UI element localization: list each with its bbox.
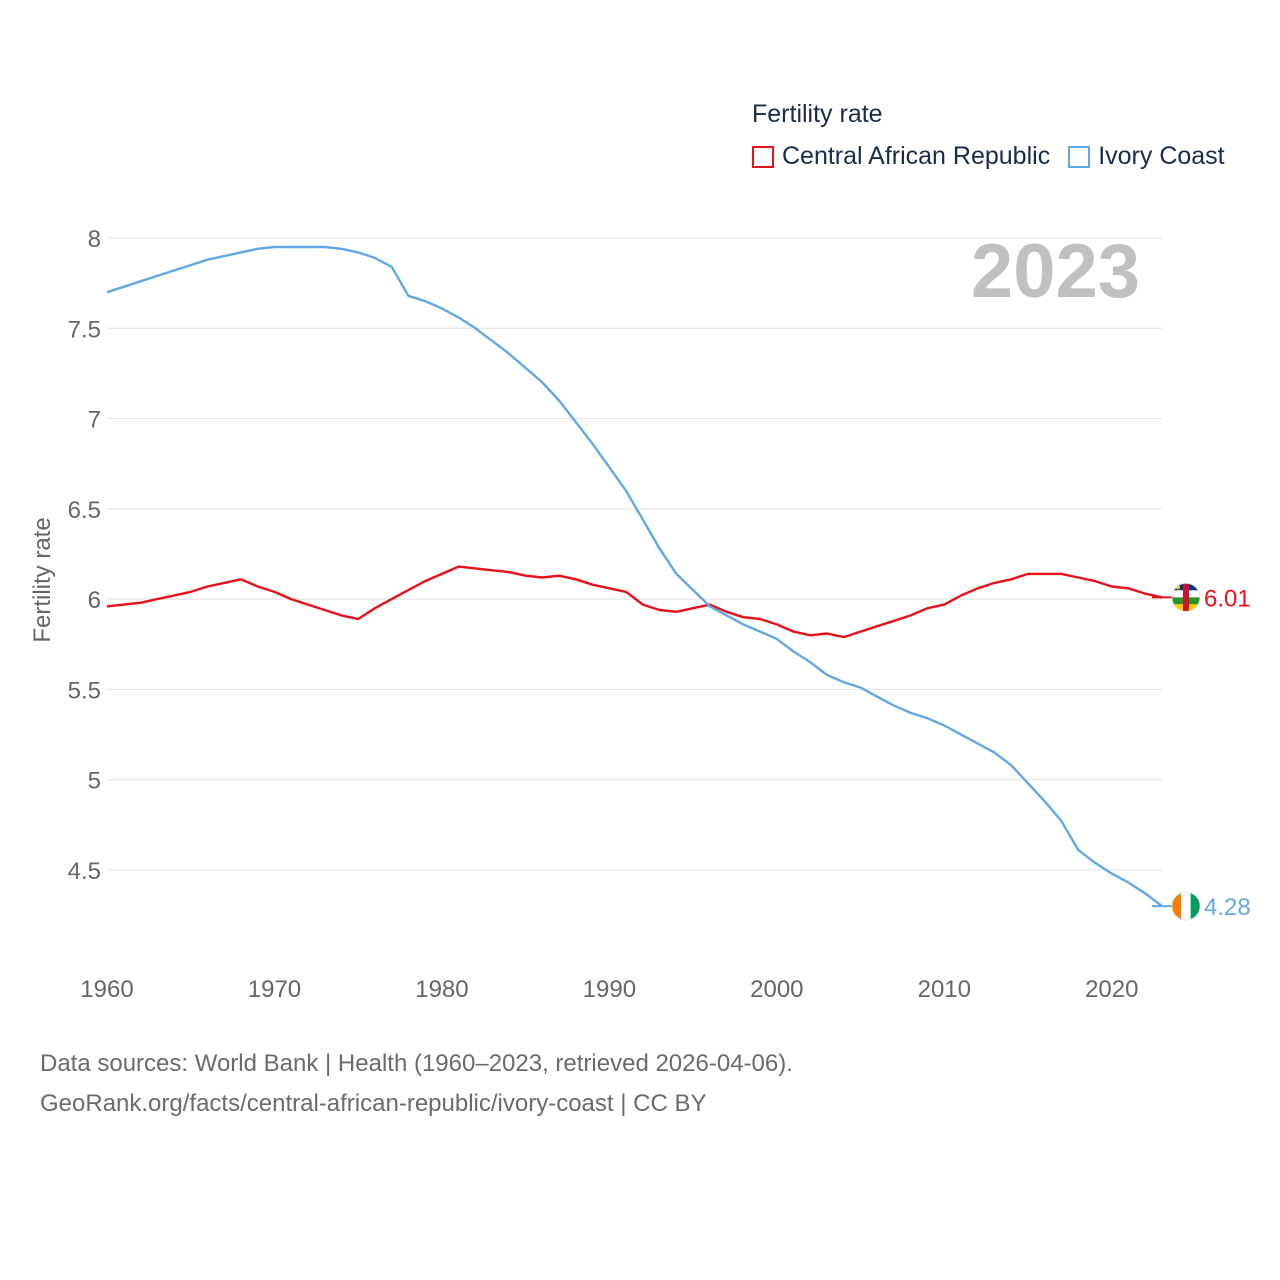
y-axis-ticks: 4.5 5 5.5 6 6.5 7 7.5 8 (68, 226, 101, 885)
legend: Central African Republic Ivory Coast (752, 142, 1243, 171)
source-line-2[interactable]: GeoRank.org/facts/central-african-republ… (40, 1090, 707, 1117)
x-tick-label: 1960 (80, 976, 133, 1003)
y-tick-label: 5 (88, 768, 101, 795)
y-axis-label: Fertility rate (29, 517, 56, 642)
x-tick-label: 2000 (750, 976, 803, 1003)
y-tick-label: 7.5 (68, 316, 101, 343)
x-tick-label: 1990 (583, 976, 636, 1003)
end-markers: 6.01 4.28 (1152, 582, 1251, 921)
y-tick-label: 6.5 (68, 497, 101, 524)
end-value-label-ivory-coast: 4.28 (1204, 894, 1251, 921)
x-tick-label: 1980 (415, 976, 468, 1003)
end-value-label-central-african-republic: 6.01 (1204, 585, 1251, 612)
series-lines (106, 245, 1163, 908)
source-line-1: Data sources: World Bank | Health (1960–… (40, 1050, 793, 1077)
series-line-central-african-republic (106, 565, 1163, 639)
legend-swatch-ivory-coast (1068, 145, 1091, 168)
ivory-coast-flag-icon (1171, 891, 1201, 921)
series-line-ivory-coast (106, 245, 1163, 908)
source-attribution: Data sources: World Bank | Health (1960–… (40, 1044, 793, 1124)
y-tick-label: 5.5 (68, 677, 101, 704)
grid-lines (107, 237, 1162, 871)
x-tick-label: 2010 (918, 976, 971, 1003)
legend-swatch-central-african-republic (752, 145, 774, 168)
y-tick-label: 6 (88, 587, 101, 614)
legend-item-ivory-coast[interactable]: Ivory Coast (1068, 142, 1225, 171)
x-tick-label: 2020 (1085, 976, 1138, 1003)
legend-item-central-african-republic[interactable]: Central African Republic (752, 142, 1050, 171)
x-tick-label: 1970 (248, 976, 301, 1003)
y-tick-label: 4.5 (68, 858, 101, 885)
legend-title: Fertility rate (752, 100, 883, 128)
x-axis-ticks: 1960 1970 1980 1990 2000 2010 2020 (80, 976, 1138, 1003)
year-display: 2023 (970, 229, 1140, 314)
y-tick-label: 7 (88, 407, 101, 434)
legend-label-ivory-coast: Ivory Coast (1098, 142, 1225, 170)
legend-label-central-african-republic: Central African Republic (782, 142, 1051, 170)
y-tick-label: 8 (88, 226, 101, 253)
central-african-republic-flag-icon (1171, 582, 1201, 612)
